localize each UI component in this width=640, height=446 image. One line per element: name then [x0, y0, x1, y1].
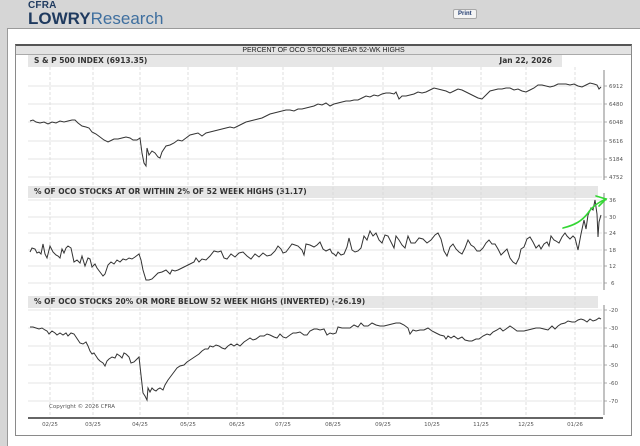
- header-bar: CFRA LOWRYResearch Print: [0, 0, 640, 28]
- vertical-gridlines: [49, 67, 576, 418]
- svg-text:-60: -60: [609, 381, 618, 387]
- svg-text:04/25: 04/25: [132, 422, 148, 428]
- svg-text:09/25: 09/25: [375, 422, 391, 428]
- below-highs-line: [30, 317, 602, 402]
- horizontal-gridlines-panel3: [28, 309, 602, 402]
- svg-text:-50: -50: [609, 363, 618, 369]
- y-tick-labels: 6912 6480 6048 5616 5184 4752 36 30 24 1…: [609, 84, 623, 405]
- svg-text:-40: -40: [609, 344, 618, 350]
- panel-title-near-highs: % OF OCO STOCKS AT OR WITHIN 2% OF 52 WE…: [34, 187, 307, 196]
- logo-lowry-research: LOWRYResearch: [28, 9, 164, 28]
- panel-title-below-highs: % OF OCO STOCKS 20% OR MORE BELOW 52 WEE…: [34, 297, 366, 306]
- panel-header-near-highs: % OF OCO STOCKS AT OR WITHIN 2% OF 52 WE…: [28, 186, 598, 198]
- svg-text:02/25: 02/25: [42, 422, 58, 428]
- panel-title-sp500: S & P 500 INDEX (6913.35): [34, 56, 148, 65]
- horizontal-gridlines-panel2: [28, 199, 602, 284]
- x-tick-labels: 02/25 03/25 04/25 05/25 06/25 07/25 08/2…: [42, 422, 583, 428]
- svg-text:5184: 5184: [609, 157, 623, 163]
- svg-text:30: 30: [609, 215, 616, 221]
- svg-text:4752: 4752: [609, 175, 623, 181]
- svg-text:03/25: 03/25: [85, 422, 101, 428]
- svg-text:6: 6: [611, 281, 615, 287]
- cfra-lowry-logo: CFRA LOWRYResearch: [28, 0, 164, 28]
- horizontal-gridlines-panel1: [28, 85, 602, 178]
- panel-header-below-highs: % OF OCO STOCKS 20% OR MORE BELOW 52 WEE…: [28, 296, 598, 308]
- y-ticks: [604, 85, 607, 402]
- panel-header-sp500: S & P 500 INDEX (6913.35) Jan 22, 2026: [28, 55, 562, 67]
- chart-frame: [15, 44, 632, 436]
- svg-text:5616: 5616: [609, 139, 623, 145]
- svg-text:12: 12: [609, 264, 616, 270]
- near-highs-line: [29, 199, 602, 281]
- svg-text:6912: 6912: [609, 84, 623, 90]
- svg-text:10/25: 10/25: [424, 422, 440, 428]
- svg-text:01/26: 01/26: [567, 422, 583, 428]
- svg-text:6048: 6048: [609, 120, 623, 126]
- svg-text:06/25: 06/25: [229, 422, 245, 428]
- svg-text:-20: -20: [609, 308, 618, 314]
- logo-cfra: CFRA: [28, 0, 57, 11]
- copyright-text: Copyright © 2026 CFRA: [49, 404, 115, 410]
- sp500-line: [29, 82, 602, 168]
- svg-text:-70: -70: [609, 399, 618, 405]
- svg-text:6480: 6480: [609, 102, 623, 108]
- svg-text:-30: -30: [609, 326, 618, 332]
- svg-text:08/25: 08/25: [325, 422, 341, 428]
- chart-title: PERCENT OF OCO STOCKS NEAR 52-WK HIGHS: [16, 46, 631, 55]
- svg-text:36: 36: [609, 198, 616, 204]
- svg-text:24: 24: [609, 231, 616, 237]
- green-annotation-arrow: [562, 195, 608, 229]
- svg-text:07/25: 07/25: [275, 422, 291, 428]
- svg-text:18: 18: [609, 248, 616, 254]
- chart-date: Jan 22, 2026: [499, 56, 552, 65]
- svg-text:05/25: 05/25: [180, 422, 196, 428]
- svg-text:11/25: 11/25: [473, 422, 489, 428]
- svg-text:12/25: 12/25: [518, 422, 534, 428]
- print-button[interactable]: Print: [453, 9, 477, 19]
